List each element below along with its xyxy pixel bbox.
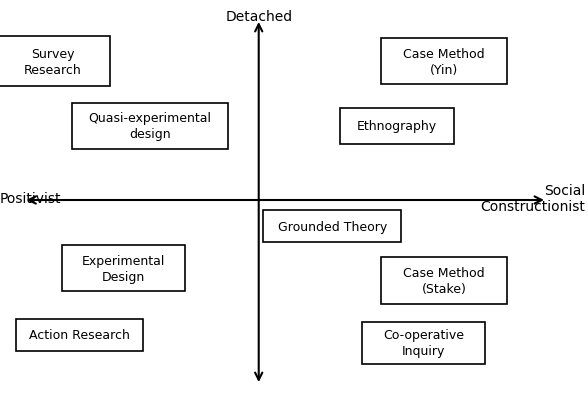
FancyBboxPatch shape <box>62 245 185 292</box>
Text: Ethnography: Ethnography <box>357 120 437 133</box>
Text: Case Method
(Yin): Case Method (Yin) <box>403 48 485 77</box>
Text: Detached: Detached <box>225 10 292 24</box>
FancyBboxPatch shape <box>362 322 485 364</box>
FancyBboxPatch shape <box>72 103 228 149</box>
Text: Action Research: Action Research <box>29 328 130 341</box>
FancyBboxPatch shape <box>381 39 507 85</box>
FancyBboxPatch shape <box>381 258 507 304</box>
Text: Social
Constructionist: Social Constructionist <box>480 183 585 214</box>
FancyBboxPatch shape <box>263 211 401 243</box>
Text: Quasi-experimental
design: Quasi-experimental design <box>88 112 212 141</box>
Text: Grounded Theory: Grounded Theory <box>278 220 387 233</box>
Text: Positivist: Positivist <box>0 192 62 205</box>
Text: Experimental
Design: Experimental Design <box>82 254 165 283</box>
Text: Survey
Research: Survey Research <box>24 48 82 77</box>
Text: Co-operative
Inquiry: Co-operative Inquiry <box>383 328 464 357</box>
Text: Case Method
(Stake): Case Method (Stake) <box>403 266 485 295</box>
FancyBboxPatch shape <box>0 37 111 87</box>
FancyBboxPatch shape <box>16 319 142 351</box>
FancyBboxPatch shape <box>340 108 454 144</box>
